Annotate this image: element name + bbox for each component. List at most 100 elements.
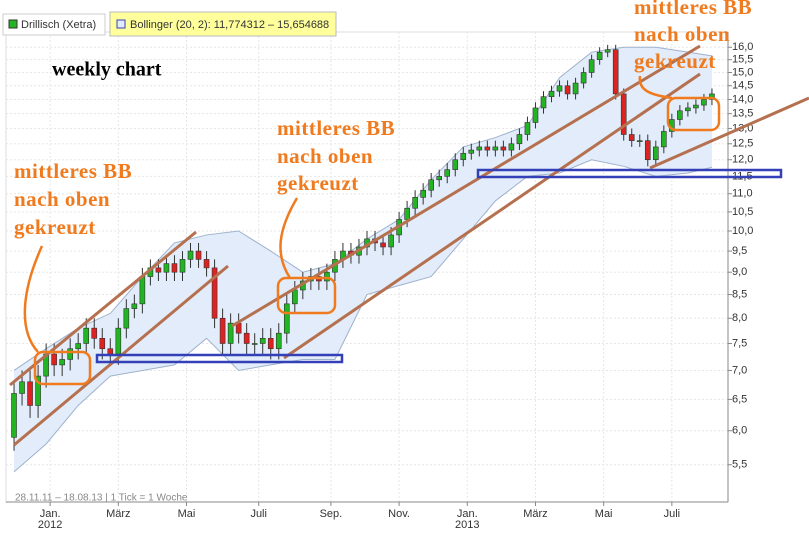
candle-body [484, 146, 491, 151]
footer: 28.11.11 – 18.08.13 | 1 Tick = 1 Woche [15, 493, 188, 504]
bollinger-line [13, 159, 713, 473]
candle-body [59, 359, 65, 366]
x-tick-label: Juli [250, 508, 267, 520]
y-tick-label: 12,5 [732, 138, 753, 150]
candle-body [11, 393, 17, 438]
legend-label: Drillisch (Xetra) [21, 19, 96, 31]
candle-body [596, 51, 603, 60]
candle-body [275, 332, 282, 350]
candle-body [508, 143, 515, 151]
candle-body [187, 250, 194, 260]
candle-body [267, 338, 274, 350]
legend-swatch [116, 19, 126, 29]
plot-area: 5,5 6,0 6,5 7,0 7,5 8,0 8,5 9,0 9,5 10,0 10,5 11,0 1… [5, 31, 753, 531]
candle-body [701, 99, 707, 106]
x-tick-label: März [106, 508, 130, 520]
candle-body [572, 82, 579, 95]
y-tick-label: 16,0 [732, 41, 753, 53]
pointer-curve [638, 75, 673, 100]
support-zone [476, 168, 783, 179]
annotation: mittleres BB [14, 159, 132, 183]
candle-body [468, 149, 475, 154]
candle-body [259, 338, 266, 344]
x-tick-label: Sep. [320, 508, 343, 520]
candle-body [652, 146, 659, 161]
candle-body [628, 134, 635, 141]
candle-body [693, 104, 699, 109]
y-tick-label: 10,5 [732, 206, 753, 218]
y-tick-label: 6,0 [732, 425, 747, 437]
candle-body [219, 317, 226, 344]
y-tick-label: 8,5 [732, 288, 747, 300]
candle-body [564, 85, 571, 95]
bollinger-band [14, 47, 712, 472]
candle-body [163, 263, 170, 273]
y-tick-label: 5,5 [732, 459, 747, 471]
candle-body [131, 303, 138, 309]
candle-body [588, 59, 595, 73]
annotation: mittleres BB [277, 116, 395, 140]
drawings: weekly chart mittleres BB nach oben gekr… [9, 0, 809, 447]
trend-line [649, 96, 809, 170]
candle-body [460, 152, 467, 161]
annotation: mittleres BB [634, 0, 752, 19]
legend-label: Bollinger (20, 2): 11,774312 – 15,654688 [130, 19, 329, 31]
candle-body [179, 259, 186, 273]
annotation: gekreuzt [14, 215, 96, 239]
x-tick-label: Mai [595, 508, 613, 520]
x-tick-label: Juli [664, 508, 681, 520]
candle-body [324, 271, 330, 282]
x-tick-label: Jan. [40, 508, 61, 520]
legend-box [2, 13, 106, 36]
candle-body [251, 343, 258, 345]
candle-body [636, 140, 643, 142]
candle-body [380, 242, 386, 248]
y-tick-label: 10,0 [732, 225, 753, 237]
pointer-curve [279, 197, 299, 279]
candle-body [604, 49, 611, 53]
y-tick-label: 14,5 [732, 80, 753, 92]
candle-body [612, 49, 619, 95]
legend-swatch [8, 19, 18, 29]
candle-body [428, 179, 434, 191]
chart-label: weekly chart [52, 59, 162, 81]
candle-body [404, 207, 410, 220]
x-tick-label: März [523, 508, 547, 520]
annotation: nach oben [14, 187, 110, 211]
candle-body [211, 267, 218, 319]
candle-body [227, 322, 234, 344]
candle-body [677, 110, 683, 120]
candle-body [476, 146, 483, 151]
candle-body [171, 263, 178, 273]
support-zone [95, 353, 344, 364]
candle-body [139, 276, 146, 305]
y-tick-label: 12,0 [732, 154, 753, 166]
highlight-box [666, 96, 721, 132]
x-tick-label: Nov. [388, 508, 410, 520]
candle-body [107, 348, 114, 355]
y-tick-label: 15,0 [732, 66, 753, 78]
candle-body [195, 250, 202, 260]
candle-body [492, 146, 499, 151]
candle-body [67, 348, 73, 360]
highlight-box [33, 350, 92, 386]
x-year-label: 2013 [455, 519, 479, 531]
y-tick-label: 14,0 [732, 93, 753, 105]
candle-body [291, 289, 298, 305]
candle-body [709, 93, 715, 100]
candle-body [99, 338, 106, 350]
trend-line [283, 72, 701, 360]
y-tick-label: 6,5 [732, 393, 747, 405]
candle-body [75, 343, 81, 350]
x-tick-label: Jan. [457, 508, 478, 520]
y-tick-label: 11,0 [732, 188, 753, 200]
y-tick-label: 7,0 [732, 364, 747, 376]
candle-body [580, 72, 587, 84]
candle-body [203, 259, 210, 269]
legend-box [109, 11, 337, 37]
candle-body [436, 176, 443, 181]
y-tick-label: 8,0 [732, 312, 747, 324]
candle-body [388, 234, 394, 248]
candle-body [123, 308, 130, 329]
